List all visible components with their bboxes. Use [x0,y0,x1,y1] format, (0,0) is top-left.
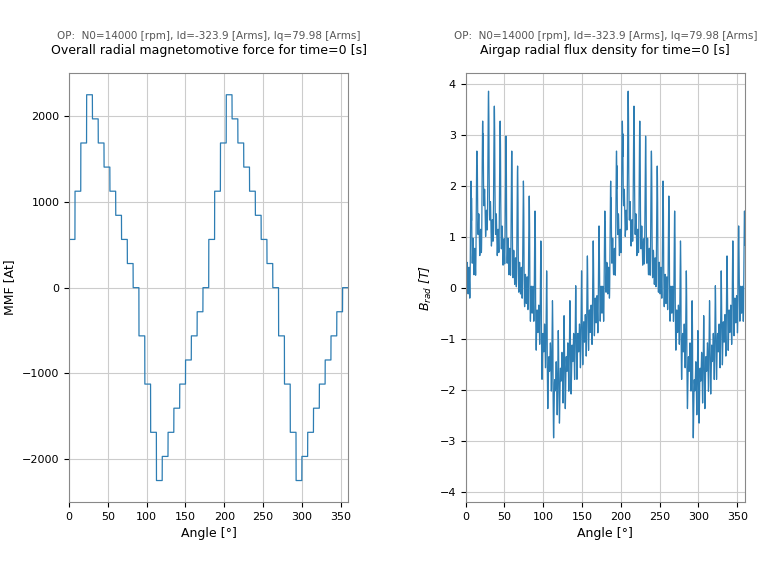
Text: OP:  N0=14000 [rpm], Id=-323.9 [Arms], Iq=79.98 [Arms]: OP: N0=14000 [rpm], Id=-323.9 [Arms], Iq… [57,31,360,41]
X-axis label: Angle [°]: Angle [°] [180,527,237,540]
X-axis label: Angle [°]: Angle [°] [578,527,634,540]
Title: Overall radial magnetomotive force for time=0 [s]: Overall radial magnetomotive force for t… [51,44,367,57]
Text: OP:  N0=14000 [rpm], Id=-323.9 [Arms], Iq=79.98 [Arms]: OP: N0=14000 [rpm], Id=-323.9 [Arms], Iq… [454,31,757,41]
Y-axis label: MMF [At]: MMF [At] [3,260,16,315]
Y-axis label: $B_{rad}$ [T]: $B_{rad}$ [T] [418,265,434,311]
Title: Airgap radial flux density for time=0 [s]: Airgap radial flux density for time=0 [s… [481,44,730,57]
